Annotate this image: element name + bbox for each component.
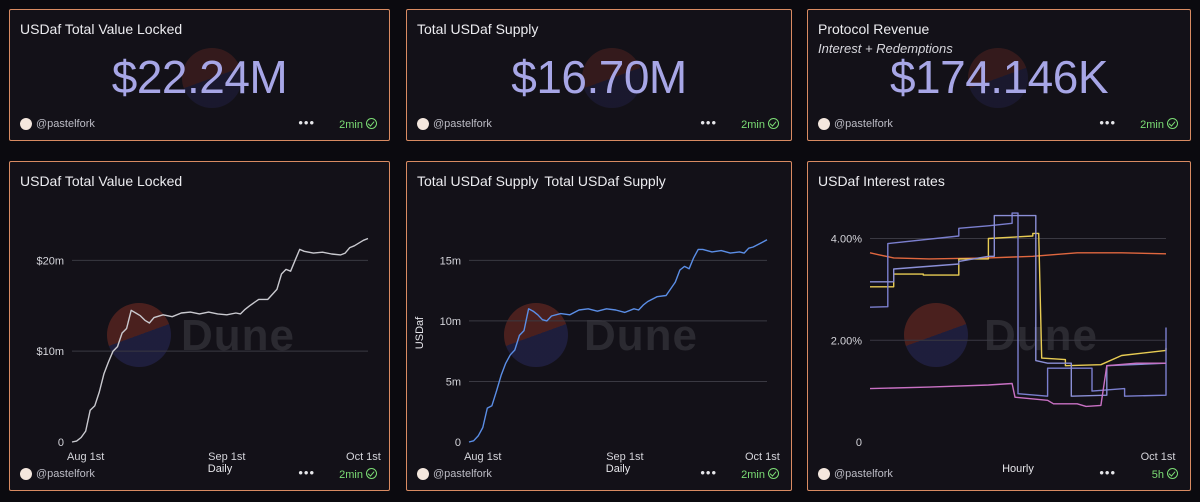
x-tick-label: Oct 1st — [745, 451, 780, 463]
chart-title: USDaf Total Value Locked — [20, 173, 183, 189]
author-link[interactable]: @pastelfork — [834, 118, 893, 131]
more-dots-icon[interactable]: ••• — [1099, 115, 1116, 130]
panel-footer: @pastelfork ••• 2min — [417, 465, 779, 484]
tvl-line-chart[interactable]: 0 $10m $20m Aug 1st Sep 1st Oct 1st Daily — [10, 162, 390, 491]
author-link[interactable]: @pastelfork — [433, 118, 492, 131]
check-circle-icon — [366, 468, 377, 479]
counter-revenue[interactable]: Protocol Revenue Interest + Redemptions … — [807, 9, 1191, 141]
freshness-badge: 5h — [1152, 468, 1178, 481]
check-circle-icon — [768, 468, 779, 479]
check-circle-icon — [366, 118, 377, 129]
author-link[interactable]: @pastelfork — [36, 118, 95, 131]
panel-footer: @pastelfork ••• 2min — [20, 115, 377, 134]
panel-footer: @pastelfork ••• 2min — [417, 115, 779, 134]
avatar-icon[interactable] — [20, 468, 32, 481]
y-tick-label: 0 — [856, 437, 862, 449]
series-line-5 — [869, 362, 1166, 408]
counter-value: $16.70M — [511, 51, 687, 103]
chart-panel-rates[interactable]: USDaf Interest rates Dune 0 2.00% 4.00% Oct… — [807, 161, 1191, 491]
check-circle-icon — [1167, 468, 1178, 479]
chart-title-extra: Total USDaf Supply — [544, 173, 666, 189]
chart-panel-tvl[interactable]: USDaf Total Value Locked Dune 0 $10m $20m A… — [9, 161, 390, 491]
avatar-icon[interactable] — [20, 118, 32, 131]
x-tick-label: Oct 1st — [346, 451, 381, 463]
freshness-badge: 2min — [339, 468, 377, 481]
counter-tvl[interactable]: USDaf Total Value Locked $22.24M @pastel… — [9, 9, 390, 141]
check-circle-icon — [768, 118, 779, 129]
y-tick-label: 0 — [58, 437, 64, 449]
panel-footer: @pastelfork ••• 5h — [818, 465, 1178, 484]
counter-subtitle: Interest + Redemptions — [818, 41, 953, 56]
series-line-1 — [71, 237, 369, 443]
more-dots-icon[interactable]: ••• — [1099, 465, 1116, 480]
x-tick-label: Aug 1st — [464, 451, 501, 463]
y-tick-label: 0 — [455, 437, 461, 449]
chart-panel-supply[interactable]: Total USDaf Supply Total USDaf Supply Dun… — [406, 161, 792, 491]
author-link[interactable]: @pastelfork — [36, 468, 95, 481]
check-circle-icon — [1167, 118, 1178, 129]
more-dots-icon[interactable]: ••• — [298, 115, 315, 130]
freshness-badge: 2min — [339, 118, 377, 131]
avatar-icon[interactable] — [417, 118, 429, 131]
freshness-badge: 2min — [741, 118, 779, 131]
x-tick-label: Aug 1st — [67, 451, 104, 463]
interest-rates-line-chart[interactable]: 0 2.00% 4.00% Oct 1st Hourly — [808, 162, 1191, 491]
series-line-1 — [468, 239, 768, 443]
counter-value: $22.24M — [111, 51, 288, 103]
counter-title: USDaf Total Value Locked — [20, 21, 183, 37]
panel-footer: @pastelfork ••• 2min — [20, 465, 377, 484]
x-tick-label: Sep 1st — [606, 451, 643, 463]
panel-footer: @pastelfork ••• 2min — [818, 115, 1178, 134]
y-tick-label: 15m — [440, 255, 461, 267]
counter-title: Total USDaf Supply — [417, 21, 539, 37]
chart-title: Total USDaf Supply Total USDaf Supply — [417, 173, 666, 189]
series-line-2 — [870, 232, 1167, 367]
x-axis-label: Daily — [208, 463, 233, 475]
freshness-badge: 2min — [741, 468, 779, 481]
author-link[interactable]: @pastelfork — [433, 468, 492, 481]
x-tick-label: Sep 1st — [208, 451, 245, 463]
y-tick-label: 10m — [440, 316, 461, 328]
chart-title: USDaf Interest rates — [818, 173, 945, 189]
more-dots-icon[interactable]: ••• — [700, 465, 717, 480]
avatar-icon[interactable] — [818, 118, 830, 131]
author-link[interactable]: @pastelfork — [834, 468, 893, 481]
x-axis-label: Daily — [606, 463, 631, 475]
avatar-icon[interactable] — [818, 468, 830, 481]
supply-line-chart[interactable]: 0 5m 10m 15m Aug 1st Sep 1st Oct 1st Daily USDaf — [407, 162, 792, 491]
series-line-4 — [870, 214, 1167, 397]
y-tick-label: 2.00% — [831, 335, 862, 347]
counter-supply[interactable]: Total USDaf Supply $16.70M @pastelfork •… — [406, 9, 792, 141]
y-tick-label: $20m — [36, 255, 64, 267]
x-tick-label: Oct 1st — [1141, 451, 1176, 463]
y-tick-label: 5m — [446, 376, 461, 388]
y-tick-label: $10m — [36, 346, 64, 358]
counter-value: $174.146K — [889, 51, 1109, 103]
y-tick-label: 4.00% — [831, 234, 862, 246]
y-axis-label: USDaf — [414, 316, 426, 349]
freshness-badge: 2min — [1140, 118, 1178, 131]
more-dots-icon[interactable]: ••• — [700, 115, 717, 130]
counter-title: Protocol Revenue — [818, 21, 930, 37]
series-line-3 — [869, 212, 1167, 397]
avatar-icon[interactable] — [417, 468, 429, 481]
more-dots-icon[interactable]: ••• — [298, 465, 315, 480]
x-axis-label: Hourly — [1002, 463, 1034, 475]
